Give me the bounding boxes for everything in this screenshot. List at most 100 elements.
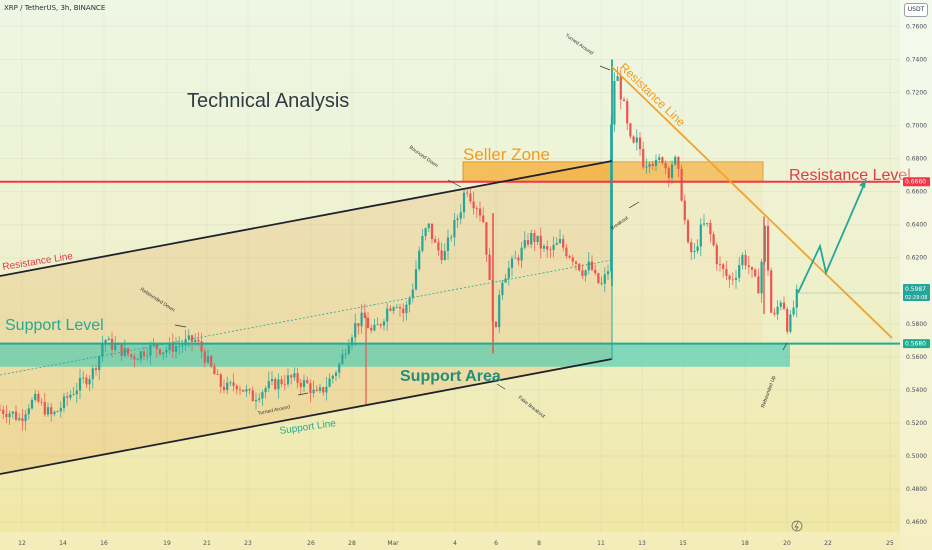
candle-bull [462,192,466,213]
candle-bull [302,380,306,387]
candle-bull [536,235,539,242]
candle-bull [510,258,514,268]
candle-bull [264,388,267,393]
candle-bear [274,379,277,390]
candle-bull [245,389,248,392]
candle-bull [149,344,152,356]
candle-bull [258,398,261,400]
candle-bear [306,380,309,384]
candle-bull [424,228,427,237]
candle-bull [763,225,766,262]
candle-bull [181,345,184,347]
candle-bull [514,257,517,259]
candle-bear [715,245,718,265]
resistance-level-label: Resistance Level [789,167,911,184]
candle-bear [651,164,654,166]
candle-bull [501,282,504,296]
candle-bear [626,100,629,124]
candle-bear [2,409,5,415]
candle-bear [690,242,693,253]
time-tick-label: 23 [244,540,252,547]
turned-around-bottom-pointer [297,392,309,396]
candle-bear [622,99,626,101]
time-tick-label: 4 [453,540,457,547]
time-tick-label: 28 [348,540,356,547]
candle-bear [290,375,293,378]
candle-bull [587,261,590,271]
candle-bear [126,348,130,355]
candle-bear [539,235,542,249]
candle-bear [728,275,731,280]
candle-bull [542,246,546,249]
candle-bull [334,372,338,376]
time-tick-label: 16 [100,540,108,547]
candle-bull [226,382,229,391]
candle-bull [341,354,344,364]
candle-bull [382,321,386,326]
candle-bull [418,250,421,270]
candle-bear [594,269,597,274]
candle-bear [366,317,370,328]
candle-bull [414,269,418,290]
candle-bear [597,273,600,284]
price-tick-label: 0.7200 [906,90,927,97]
candle-bull [603,274,606,284]
candle-bull [184,339,187,346]
candle-bull [114,344,117,350]
candle-bull [293,373,296,378]
candle-bull [267,381,270,389]
time-tick-label: 12 [18,540,26,547]
candle-bull [558,239,562,244]
candle-bear [216,374,219,375]
candle-bear [437,242,440,251]
time-tick-label: 14 [59,540,67,547]
candle-bull [206,356,210,363]
candle-bull [789,314,792,332]
resistance-badge: 0.6660 [905,179,926,186]
candle-bear [590,261,594,270]
candle-bull [421,236,424,251]
candle-bear [549,249,552,251]
candle-bull [59,408,62,412]
candle-bear [744,255,747,266]
post-peak-shade [612,161,763,344]
candle-bull [613,81,616,125]
candle-bull [344,353,347,355]
currency-button[interactable]: USDT [904,3,928,17]
candle-bull [312,389,315,394]
candle-bull [347,345,350,354]
candle-bull [46,407,50,415]
candle-bear [754,269,757,277]
candle-bear [85,377,88,385]
candle-bear [638,137,642,150]
candle-bear [725,268,728,276]
candle-bull [395,307,398,308]
time-tick-label: 20 [783,540,791,547]
candle-bull [165,350,168,353]
candle-bull [523,240,526,248]
candle-bull [654,159,658,166]
price-tick-label: 0.6600 [906,189,927,196]
title-label: Technical Analysis [187,90,349,112]
candle-bear [155,344,158,350]
candle-bear [718,264,722,265]
candle-bull [446,237,450,251]
candle-bull [56,411,59,413]
lightning-icon-glyph [794,521,799,531]
price-tick-label: 0.5000 [906,453,927,460]
candle-bull [696,246,699,251]
candle-bear [142,351,146,357]
channel-support-line [0,358,613,475]
candle-bull [459,212,462,219]
candle-bear [398,307,402,309]
candle-bear [629,123,632,137]
candle-bear [773,312,776,315]
candle-bull [270,379,274,382]
candle-bull [261,392,264,399]
candle-bull [101,344,104,357]
candle-bull [98,356,101,370]
candle-bull [795,289,798,308]
candle-bear [379,324,382,326]
candle-bull [411,289,414,299]
